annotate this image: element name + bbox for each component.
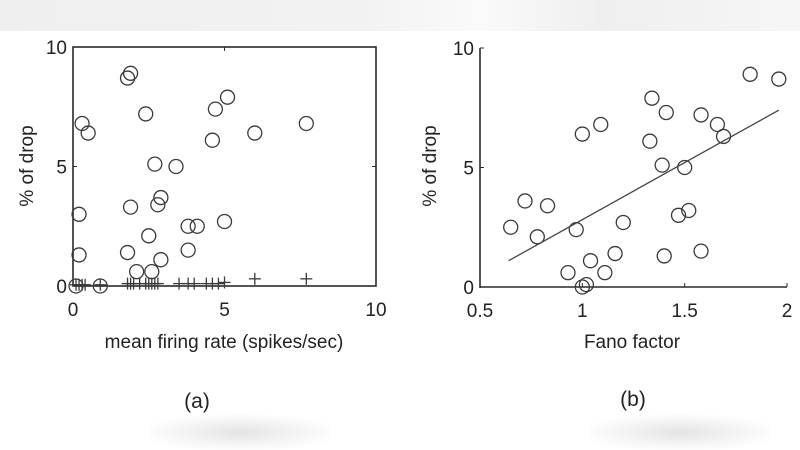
regression-line [508, 109, 780, 262]
circle-marker [119, 244, 136, 261]
x-tick-label: 0 [68, 300, 79, 321]
circle-marker [615, 214, 631, 231]
circle-marker [122, 65, 139, 81]
circle-marker [517, 193, 533, 209]
plus-marker [218, 276, 231, 289]
circle-marker [180, 242, 196, 258]
circle-marker [677, 159, 693, 176]
plus-marker [248, 272, 261, 285]
circle-marker [578, 276, 595, 293]
circle-marker [693, 243, 709, 259]
circle-marker [644, 90, 660, 106]
x-tick-label: 0.5 [467, 301, 493, 322]
circle-marker [656, 248, 672, 264]
circle-marker [141, 228, 157, 244]
circle-marker [574, 279, 590, 295]
circle-marker [568, 221, 584, 238]
circle-marker [71, 247, 87, 263]
circle-marker [597, 265, 613, 281]
circle-marker [298, 115, 314, 132]
x-tick-label: 10 [365, 300, 386, 321]
y-axis-label-a: % of drop [17, 125, 38, 206]
circle-marker [658, 104, 674, 121]
circle-marker [670, 207, 687, 223]
y-tick-label: 0 [463, 278, 474, 299]
circle-marker [122, 199, 139, 215]
x-tick-label: 5 [219, 300, 230, 321]
circle-marker [709, 116, 726, 133]
circle-marker [138, 106, 154, 122]
circle-marker [128, 264, 145, 280]
y-tick-label: 5 [463, 159, 474, 180]
circle-marker [144, 264, 160, 280]
plus-marker [151, 277, 164, 290]
plus-marker [188, 277, 201, 290]
data-points-b [503, 66, 787, 295]
circle-marker [219, 89, 236, 105]
circle-marker [539, 198, 556, 214]
plus-marker [212, 277, 225, 290]
circle-marker [771, 71, 787, 87]
panel-label-a: (a) [184, 390, 210, 413]
bottom-shade-left [150, 415, 330, 450]
circle-marker [147, 156, 163, 172]
circle-marker [607, 245, 623, 262]
circle-marker [189, 218, 205, 234]
x-tick-label: 2 [782, 301, 793, 322]
chart-panel-b: 0.5 1 1.5 2 0 5 10 % of drop Fano factor (b) [420, 39, 792, 411]
circle-marker [503, 219, 519, 235]
circle-marker [693, 107, 709, 123]
y-tick-label: 10 [453, 39, 474, 60]
circle-marker [153, 252, 169, 268]
circle-marker [582, 253, 599, 269]
circle-marker [71, 206, 87, 222]
top-background-band [0, 0, 800, 31]
circle-marker [119, 70, 136, 86]
circle-marker [80, 125, 96, 141]
circle-marker [654, 157, 670, 173]
plus-marker [79, 278, 92, 291]
circle-marker [247, 125, 263, 141]
chart-panel-a: 0 5 10 0 5 10 % of drop mean firing rate (spi… [17, 38, 387, 413]
y-axis-label-b: % of drop [420, 125, 441, 206]
data-points-a [68, 65, 314, 294]
circle-marker [529, 229, 545, 245]
circle-marker [742, 66, 758, 82]
circle-marker [168, 158, 184, 175]
circle-marker [574, 126, 590, 142]
x-tick-label: 1 [577, 301, 588, 322]
y-tick-label: 10 [46, 38, 67, 59]
bottom-shade-right [590, 415, 770, 450]
y-tick-label: 0 [56, 277, 67, 298]
circle-marker [642, 133, 658, 149]
x-axis-label-a: mean firing rate (spikes/sec) [105, 332, 344, 353]
y-tick-label: 5 [56, 158, 67, 179]
axis-ticks-b: 0.5 1 1.5 2 0 5 10 [453, 39, 792, 322]
circle-marker [681, 202, 697, 219]
circle-marker [560, 265, 576, 281]
plus-marker [94, 278, 107, 291]
x-tick-label: 1.5 [671, 301, 697, 322]
circle-marker [180, 218, 196, 234]
circle-marker [593, 116, 609, 133]
x-axis-label-b: Fano factor [584, 332, 681, 353]
circle-marker [204, 132, 221, 148]
plot-box-a [72, 46, 377, 287]
circle-marker [150, 197, 166, 213]
circle-marker [153, 189, 169, 206]
circle-marker [216, 213, 233, 230]
panel-label-b: (b) [620, 388, 646, 411]
circle-marker [207, 101, 224, 117]
plus-marker [300, 272, 313, 285]
axis-ticks-a: 0 5 10 0 5 10 [46, 38, 387, 321]
